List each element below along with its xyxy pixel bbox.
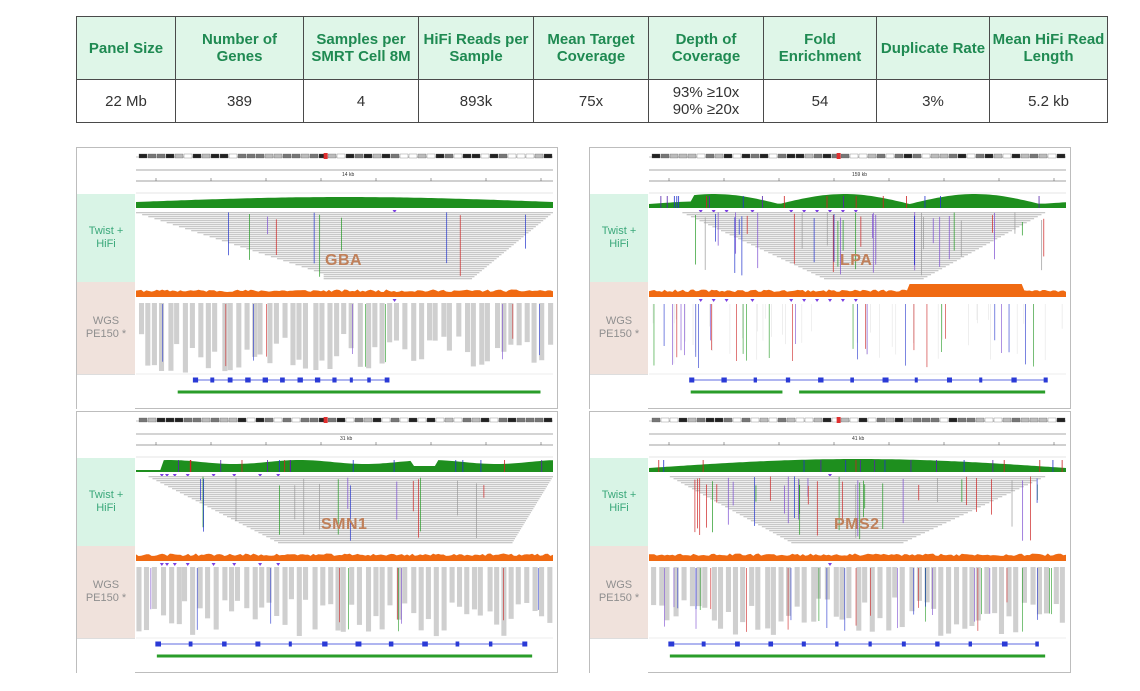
igv-panel-pms2[interactable]: Twist + HiFi WGS PE150 * 41 kb PMS2 [589, 411, 1071, 673]
twist-read-alignments [682, 212, 1046, 280]
gene-label-smn1: SMN1 [321, 516, 368, 533]
refseq-label [77, 374, 135, 409]
stats-table: Panel Size Number of Genes Samples per S… [76, 16, 1108, 123]
wgs-read-alignments [136, 567, 553, 637]
header-panel-size: Panel Size [76, 16, 176, 80]
value-hifi-reads-per-sample: 893k [418, 79, 534, 123]
scale-label: 14 kb [342, 172, 355, 178]
value-fold-enrichment: 54 [763, 79, 877, 123]
wgs-read-alignments [651, 567, 1065, 636]
track-label-twist-hifi: Twist + HiFi [590, 194, 648, 282]
igv-tracks[interactable] [77, 148, 557, 408]
header-duplicate-rate: Duplicate Rate [876, 16, 990, 80]
scale-label: 31 kb [340, 436, 353, 442]
stats-value-row: 22 Mb 389 4 893k 75x 93% ≥10x 90% ≥20x 5… [76, 79, 1108, 123]
scale-label: 159 kb [852, 172, 868, 178]
refseq-label [590, 374, 648, 409]
igv-tracks[interactable] [590, 412, 1070, 672]
gene-label-pms2: PMS2 [834, 516, 880, 533]
wgs-coverage-track [649, 284, 1066, 302]
value-duplicate-rate: 3% [876, 79, 990, 123]
twist-coverage-track [136, 460, 553, 477]
header-mean-hifi-read-length: Mean HiFi Read Length [989, 16, 1108, 80]
track-label-wgs-pe150: WGS PE150 * [590, 546, 648, 638]
value-mean-target-coverage: 75x [533, 79, 649, 123]
igv-panel-lpa[interactable]: Twist + HiFi WGS PE150 * 159 kb LPA [589, 147, 1071, 409]
scale-label: 41 kb [852, 436, 865, 442]
value-number-of-genes: 389 [175, 79, 304, 123]
header-hifi-reads-per-sample: HiFi Reads per Sample [418, 16, 534, 80]
igv-tracks[interactable] [77, 412, 557, 672]
ideogram [649, 153, 1066, 182]
wgs-coverage-track [136, 553, 553, 566]
ideogram [136, 417, 553, 446]
twist-read-alignments [669, 476, 1046, 544]
wgs-coverage-track [649, 553, 1066, 566]
gene-label-gba: GBA [325, 252, 363, 269]
refseq-gene-track [649, 373, 1066, 394]
value-samples-per-smrt-cell: 4 [303, 79, 419, 123]
header-number-of-genes: Number of Genes [175, 16, 304, 80]
twist-read-alignments [148, 476, 553, 544]
header-depth-of-coverage: Depth of Coverage [648, 16, 764, 80]
refseq-label [590, 638, 648, 673]
value-panel-size: 22 Mb [76, 79, 176, 123]
refseq-label [77, 638, 135, 673]
igv-tracks[interactable] [590, 148, 1070, 408]
wgs-read-alignments [652, 304, 1063, 368]
igv-panel-smn1[interactable]: Twist + HiFi WGS PE150 * 31 kb SMN1 [76, 411, 558, 673]
refseq-gene-track [649, 637, 1066, 658]
twist-coverage-track [136, 197, 553, 213]
track-label-twist-hifi: Twist + HiFi [590, 458, 648, 546]
track-label-wgs-pe150: WGS PE150 * [77, 546, 135, 638]
refseq-gene-track [136, 373, 553, 394]
track-label-wgs-pe150: WGS PE150 * [77, 282, 135, 374]
panel-corner [590, 148, 648, 195]
panel-corner [590, 412, 648, 459]
value-mean-hifi-read-length: 5.2 kb [989, 79, 1108, 123]
ideogram [649, 417, 1066, 446]
value-depth-of-coverage: 93% ≥10x 90% ≥20x [648, 79, 764, 123]
track-label-twist-hifi: Twist + HiFi [77, 458, 135, 546]
twist-coverage-track [649, 459, 1066, 477]
gene-label-lpa: LPA [840, 252, 873, 269]
igv-panel-gba[interactable]: Twist + HiFi WGS PE150 * 14 kb GBA [76, 147, 558, 409]
wgs-coverage-track [136, 289, 553, 302]
stats-header-row: Panel Size Number of Genes Samples per S… [76, 16, 1108, 80]
wgs-read-alignments [138, 303, 554, 373]
header-mean-target-coverage: Mean Target Coverage [533, 16, 649, 80]
refseq-gene-track [136, 637, 553, 658]
twist-read-alignments [136, 212, 553, 280]
header-fold-enrichment: Fold Enrichment [763, 16, 877, 80]
ideogram [136, 153, 553, 182]
track-label-wgs-pe150: WGS PE150 * [590, 282, 648, 374]
track-label-twist-hifi: Twist + HiFi [77, 194, 135, 282]
header-samples-per-smrt-cell: Samples per SMRT Cell 8M [303, 16, 419, 80]
twist-coverage-track [649, 194, 1066, 213]
